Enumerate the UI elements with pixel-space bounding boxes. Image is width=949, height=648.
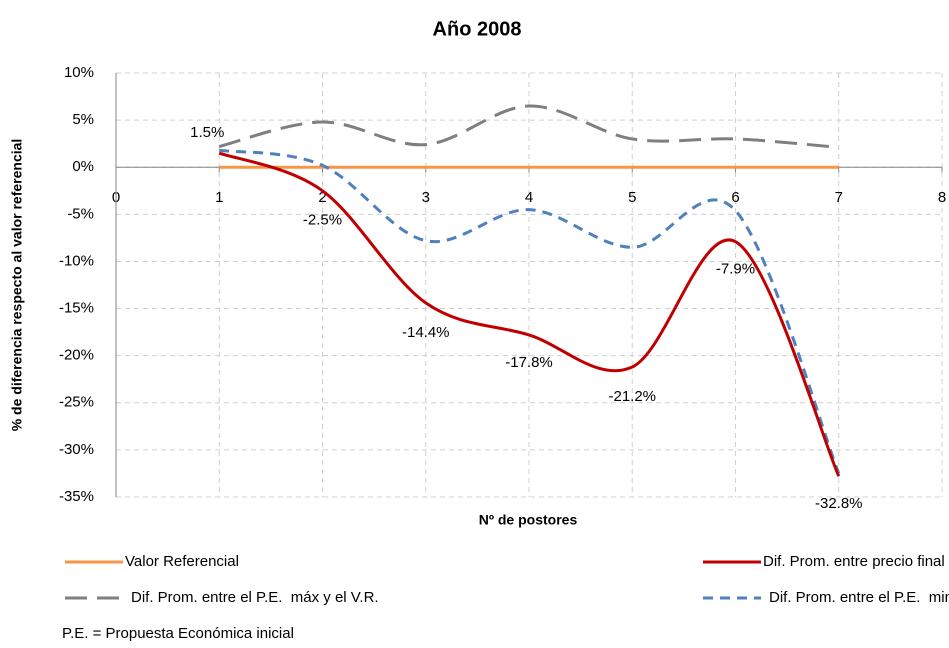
y-tick-label: -10%	[59, 252, 94, 269]
x-axis-title: Nº de postores	[479, 512, 578, 528]
y-tick-label: -25%	[59, 394, 94, 411]
y-tick-label: -5%	[67, 205, 94, 222]
data-label: -32.8%	[815, 495, 863, 512]
x-tick-label: 7	[835, 189, 843, 206]
y-tick-label: -20%	[59, 347, 94, 364]
line-series	[218, 151, 841, 477]
legend-label: Dif. Prom. entre precio final y V.R.	[763, 553, 949, 570]
legend-label: Valor Referencial	[125, 553, 239, 570]
y-tick-label: 5%	[72, 111, 94, 128]
legend-label: Dif. Prom. entre el P.E. min y el V.R.	[769, 589, 949, 606]
data-label: -17.8%	[505, 354, 553, 371]
y-axis-title: % de diferencia respecto al valor refere…	[9, 139, 25, 432]
x-tick-label: 5	[628, 189, 636, 206]
y-tick-label: -35%	[59, 488, 94, 505]
x-tick-label: 8	[938, 189, 946, 206]
legend-label: Dif. Prom. entre el P.E. máx y el V.R.	[131, 589, 379, 606]
data-label: -14.4%	[402, 324, 450, 341]
x-tick-label: 2	[318, 189, 326, 206]
x-tick-label: 1	[215, 189, 223, 206]
y-tick-label: -30%	[59, 441, 94, 458]
data-label: -21.2%	[608, 388, 656, 405]
data-label: -7.9%	[716, 261, 755, 278]
chart-title: Año 2008	[433, 18, 522, 40]
x-tick-label: 4	[525, 189, 533, 206]
footnote: P.E. = Propuesta Económica inicial	[62, 625, 294, 642]
data-label: 1.5%	[190, 124, 224, 141]
x-tick-label: 6	[731, 189, 739, 206]
x-tick-label: 3	[422, 189, 430, 206]
data-label: -2.5%	[303, 212, 342, 229]
y-tick-label: -15%	[59, 300, 94, 317]
line-series	[218, 104, 839, 149]
line-series	[219, 148, 841, 474]
y-tick-label: 10%	[64, 64, 94, 81]
y-tick-label: 0%	[72, 158, 94, 175]
